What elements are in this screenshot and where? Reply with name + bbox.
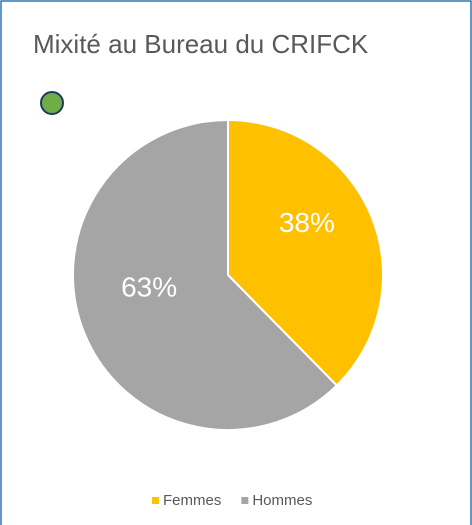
chart-title: Mixité au Bureau du CRIFCK	[33, 29, 369, 59]
legend-label: Femmes	[163, 492, 221, 509]
legend-label: Hommes	[252, 492, 312, 509]
data-label: 63%	[121, 272, 177, 303]
decoration-dot	[40, 91, 64, 115]
pie-slice	[227, 118, 384, 387]
pie-slice	[72, 118, 339, 431]
legend-swatch	[241, 497, 249, 504]
legend-swatch	[152, 497, 159, 504]
data-label: 38%	[279, 207, 335, 238]
